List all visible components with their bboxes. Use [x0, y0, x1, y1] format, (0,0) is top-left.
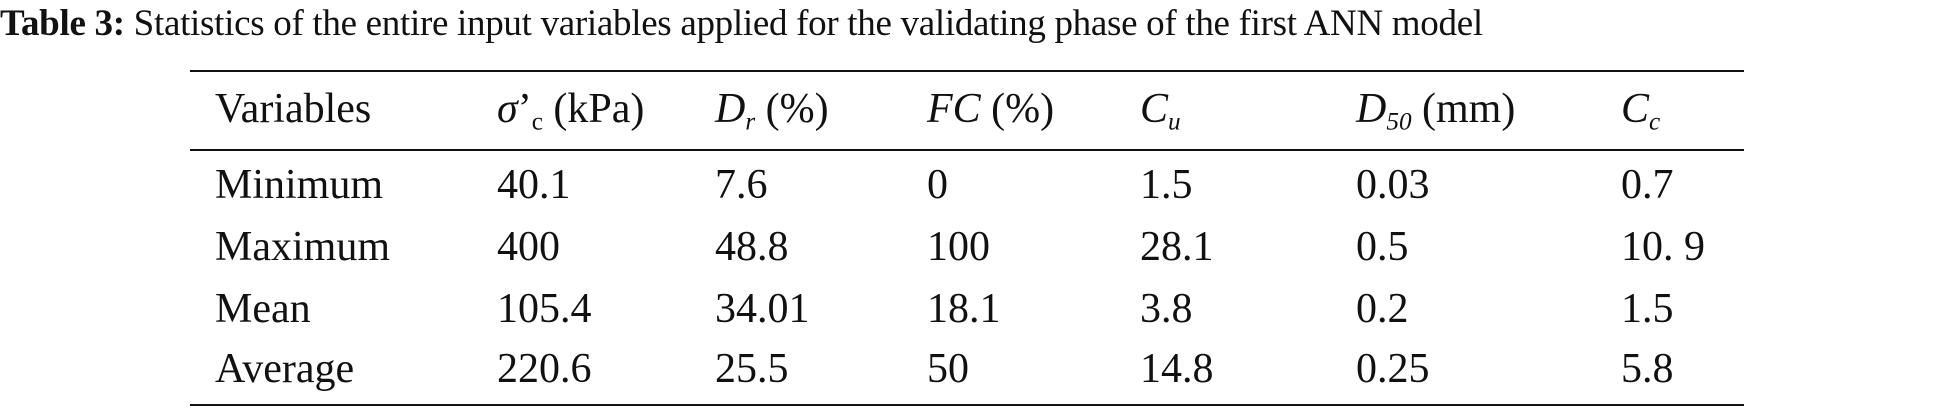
table-cell: 3.8 [1140, 286, 1193, 332]
header-text: σ [497, 86, 518, 132]
header-cell: FC (%) [927, 88, 1054, 130]
table-cell: 28.1 [1140, 224, 1214, 270]
row-label: Minimum [215, 162, 384, 208]
header-cell: Dr (%) [715, 88, 829, 135]
header-text: C [1140, 86, 1169, 132]
header-text: ’ [517, 86, 532, 132]
table-cell: 0.5 [1356, 224, 1409, 270]
header-cell: Cc [1621, 88, 1660, 135]
header-text: FC [927, 86, 981, 132]
header-text: (kPa) [542, 86, 645, 132]
header-cell: σ’c (kPa) [497, 88, 644, 135]
caption-text: Statistics of the entire input variables… [124, 3, 1483, 44]
header-text: (%) [980, 86, 1055, 132]
table-cell: 7.6 [715, 162, 768, 208]
table-cell: 100 [927, 224, 990, 270]
table-cell: 18.1 [927, 286, 1001, 332]
row-label: Average [215, 346, 355, 392]
table-cell: 220.6 [497, 346, 592, 392]
header-rule [190, 149, 1744, 151]
row-label: Mean [215, 286, 311, 332]
table-cell: 0.2 [1356, 286, 1409, 332]
header-text: D [1356, 86, 1387, 132]
table-cell: 50 [927, 346, 969, 392]
header-text: u [1168, 108, 1181, 136]
header-cell: Variables [215, 88, 371, 130]
header-cell: Cu [1140, 88, 1181, 135]
table-cell: 25.5 [715, 346, 789, 392]
table-cell: 0.03 [1356, 162, 1430, 208]
row-label: Maximum [215, 224, 390, 270]
table-cell: 14.8 [1140, 346, 1214, 392]
header-text: (mm) [1411, 86, 1516, 132]
table-cell: 48.8 [715, 224, 789, 270]
table-cell: 0.7 [1621, 162, 1674, 208]
header-text: Variables [215, 86, 372, 132]
table-cell: 0 [927, 162, 948, 208]
caption-label: Table 3: [0, 3, 125, 44]
header-text: C [1621, 86, 1650, 132]
table-caption: Table 3: Statistics of the entire input … [0, 2, 1483, 45]
header-text: r [745, 108, 756, 136]
bottom-rule [190, 404, 1744, 406]
table-cell: 105.4 [497, 286, 592, 332]
table-cell: 40.1 [497, 162, 571, 208]
table-cell: 10. 9 [1621, 224, 1705, 270]
header-text: 50 [1386, 108, 1412, 136]
table-cell: 0.25 [1356, 346, 1430, 392]
top-rule [190, 70, 1744, 72]
table-cell: 5.8 [1621, 346, 1674, 392]
table-cell: 1.5 [1140, 162, 1193, 208]
header-text: (%) [755, 86, 829, 132]
header-cell: D50 (mm) [1356, 88, 1515, 135]
table-cell: 34.01 [715, 286, 810, 332]
header-text: D [715, 86, 746, 132]
table-cell: 1.5 [1621, 286, 1674, 332]
table-cell: 400 [497, 224, 560, 270]
header-text: c [1649, 108, 1661, 136]
header-text: c [531, 108, 543, 136]
